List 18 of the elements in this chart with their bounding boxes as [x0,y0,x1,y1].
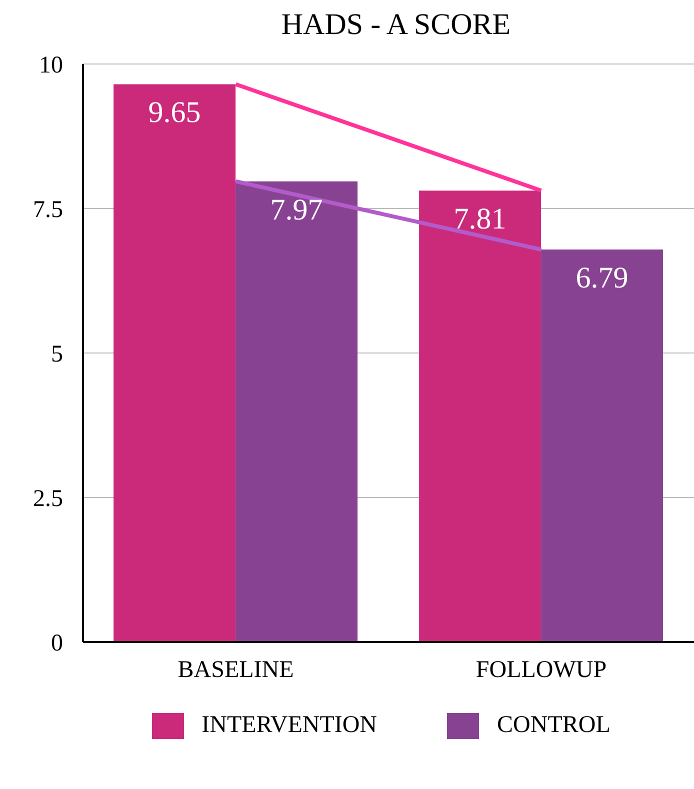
data-label: 6.79 [576,262,628,295]
y-tick-label: 10 [39,52,63,79]
y-tick-label: 0 [51,630,63,657]
y-tick-label: 2.5 [33,486,63,512]
bar [114,84,236,642]
bar [419,190,542,642]
data-label: 9.65 [148,96,201,130]
y-tick-label: 7.5 [33,197,63,224]
legend-label: CONTROL [497,712,610,739]
x-tick-label: BASELINE [178,657,294,684]
bar [236,181,358,642]
data-label: 7.81 [454,202,506,236]
y-tick-label: 5 [51,342,63,368]
chart-title: HADS - A SCORE [280,8,512,42]
x-tick-label: FOLLOWUP [476,657,607,684]
legend-label: INTERVENTION [202,712,378,739]
data-label: 7.97 [270,193,323,226]
bar [541,250,664,642]
